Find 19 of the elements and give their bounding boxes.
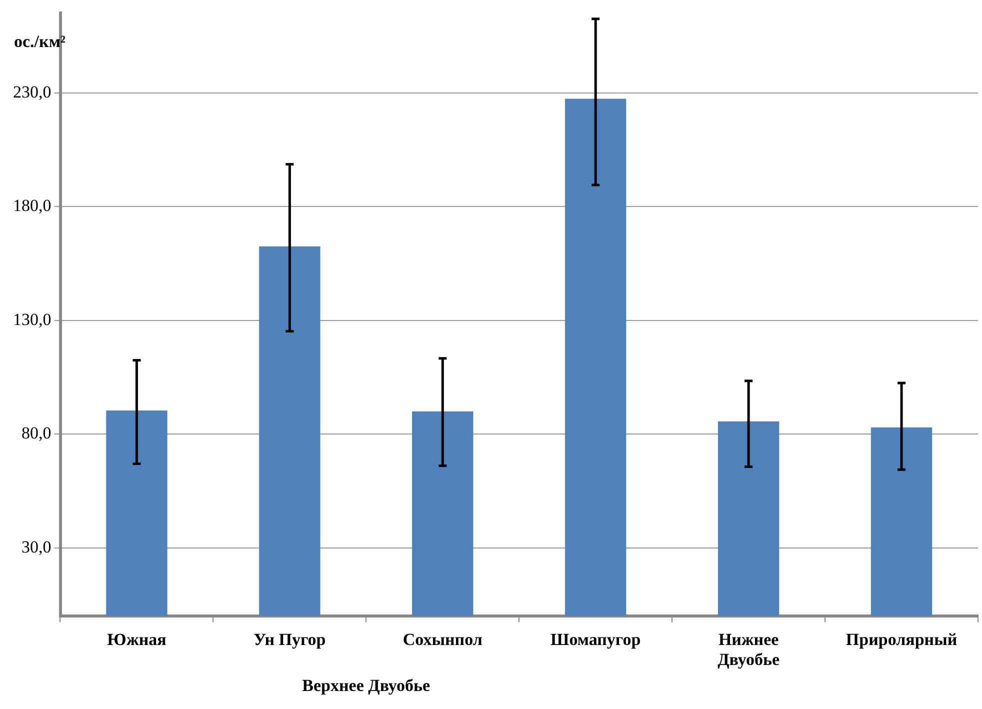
y-tick-label: 80,0 [22, 424, 52, 443]
bar [870, 427, 932, 616]
x-tick-label: Нижнее Двуобье [718, 630, 780, 670]
x-tick-label: Южная [107, 630, 166, 649]
y-axis-title: ос./км² [14, 32, 66, 52]
x-tick-label: Шомапугор [550, 630, 641, 649]
text: Верхнее Двуобье [302, 676, 430, 695]
x-tick-label: Ун Пугор [254, 630, 326, 649]
x-tick-label: Приролярный [846, 630, 958, 649]
x-tick-label: Сохынпол [402, 630, 483, 649]
y-tick-label: 130,0 [13, 310, 52, 329]
y-tick-label: 180,0 [13, 196, 52, 216]
bar [718, 421, 780, 616]
bar [565, 98, 626, 616]
bar [259, 246, 320, 616]
bar [106, 410, 168, 616]
y-tick-label: 230,0 [13, 82, 52, 102]
bar [412, 411, 474, 616]
y-tick-label: 30,0 [22, 537, 52, 556]
